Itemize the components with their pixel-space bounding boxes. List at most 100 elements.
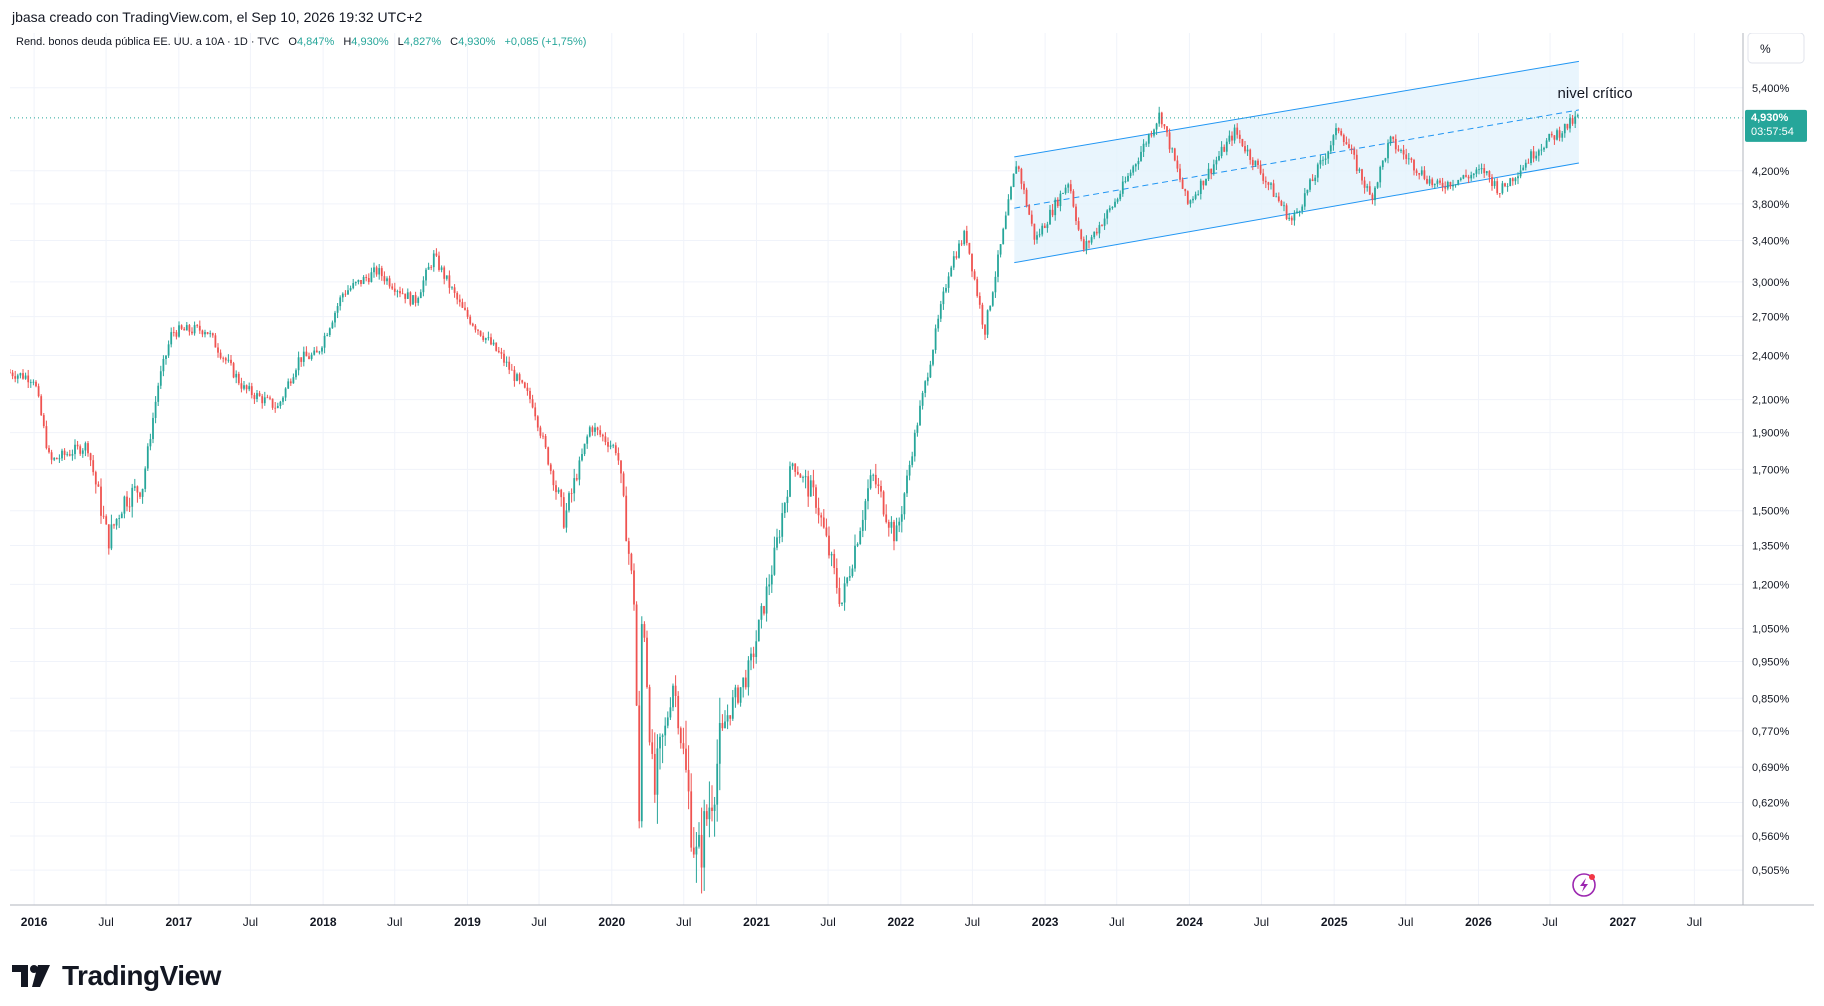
candle-body [505,361,508,363]
candle-body [1576,115,1579,117]
time-tick-label: Jul [676,915,691,929]
candle-body [581,454,583,461]
candle-body [391,286,394,289]
time-tick-label: 2021 [743,915,770,929]
candle-body [882,491,885,515]
candle-body [942,291,945,305]
candle-body [29,382,32,383]
candle-body [854,545,856,569]
price-tick-label: 1,500% [1752,506,1790,518]
candle-body [1488,171,1491,178]
candle-body [461,302,464,308]
grid-lines [10,33,1743,905]
candle-body [588,427,591,437]
candle-body [1348,144,1350,149]
candle-body [1319,160,1322,165]
candle-body [193,325,196,334]
candle-body [757,619,760,642]
candle-body [1548,133,1551,141]
candle-body [24,375,27,379]
candle-body [973,271,976,280]
candle-body [744,677,747,688]
candle-body [692,847,695,855]
candle-body [1361,169,1363,181]
legend-symbol: Rend. bonos deuda pública EE. UU. a 10A … [16,36,279,48]
candle-body [739,687,742,703]
candle-body [690,791,693,848]
candle-body [672,685,674,708]
candle-body [955,256,958,258]
candle-body [984,324,986,335]
candle-body [1251,159,1254,166]
candle-body [1303,193,1306,207]
candle-body [1163,124,1166,127]
candle-body [1205,179,1207,186]
lightning-icon[interactable] [1572,873,1596,897]
candle-body [453,287,456,293]
price-tick-label: 2,400% [1752,351,1790,363]
candle-body [963,230,966,245]
channel-upper-line [1014,60,1579,158]
candle-body [1010,186,1012,200]
candle-body [521,380,524,383]
candle-body [162,358,165,372]
candle-body [11,372,14,377]
candle-body [809,480,812,497]
candle-body [1527,162,1530,164]
time-axis[interactable]: 2016 Jul 2017 Jul 2018 Jul 2019 Jul 2020 Jul 2021 J… [21,915,1702,929]
candle-body [157,385,160,402]
candle-body [92,460,95,473]
time-tick-label: Jul [820,915,835,929]
candle-body [1337,128,1340,131]
candle-body [542,435,544,437]
price-tick-label: 4,200% [1752,166,1790,178]
price-axis[interactable]: 5,400% 4,200% 3,800% 3,400% 3,000% 2,700% 2,40… [1752,83,1790,877]
annotation-nivel-critico[interactable]: nivel crítico [1558,85,1633,102]
candle-body [1355,154,1358,171]
chart-area[interactable]: nivel crítico Rend. bonos deuda pública … [9,32,1814,941]
candle-body [118,518,121,519]
candle-body [482,335,485,340]
candle-body [900,514,903,522]
candle-body [906,475,908,494]
candle-body [222,357,225,359]
candle-body [1446,182,1449,189]
candle-body [674,685,677,696]
candle-body [94,472,97,485]
candle-body [1072,191,1075,207]
candle-body [149,439,152,447]
candle-body [466,309,469,317]
candle-body [997,254,999,277]
candle-body [40,396,43,416]
candle-body [284,388,287,398]
candle-body [557,489,560,493]
candle-body [1462,175,1465,179]
candle-body [552,470,555,486]
candle-body [113,524,115,526]
candle-body [123,496,126,514]
candle-body [310,354,313,359]
candle-body [1199,180,1202,195]
candle-body [417,298,420,303]
candle-body [1563,123,1566,134]
candle-body [347,290,349,295]
candle-body [1389,136,1392,144]
candle-body [271,398,274,408]
candle-body [1376,182,1379,188]
candle-body [1121,181,1124,194]
candle-body [185,325,188,331]
candle-body [22,373,24,379]
candle-body [807,476,810,497]
candle-body [1423,170,1426,179]
candle-body [269,397,271,399]
candle-body [677,695,680,729]
candle-body [451,287,453,289]
price-chart[interactable]: nivel crítico Rend. bonos deuda pública … [9,32,1814,941]
candle-body [947,276,950,288]
legend-high: 4,930% [351,36,389,48]
unit-button[interactable]: % [1747,32,1805,64]
candle-body [443,267,446,279]
candle-body [1574,116,1577,124]
candle-body [763,606,765,614]
candle-body [859,531,862,545]
